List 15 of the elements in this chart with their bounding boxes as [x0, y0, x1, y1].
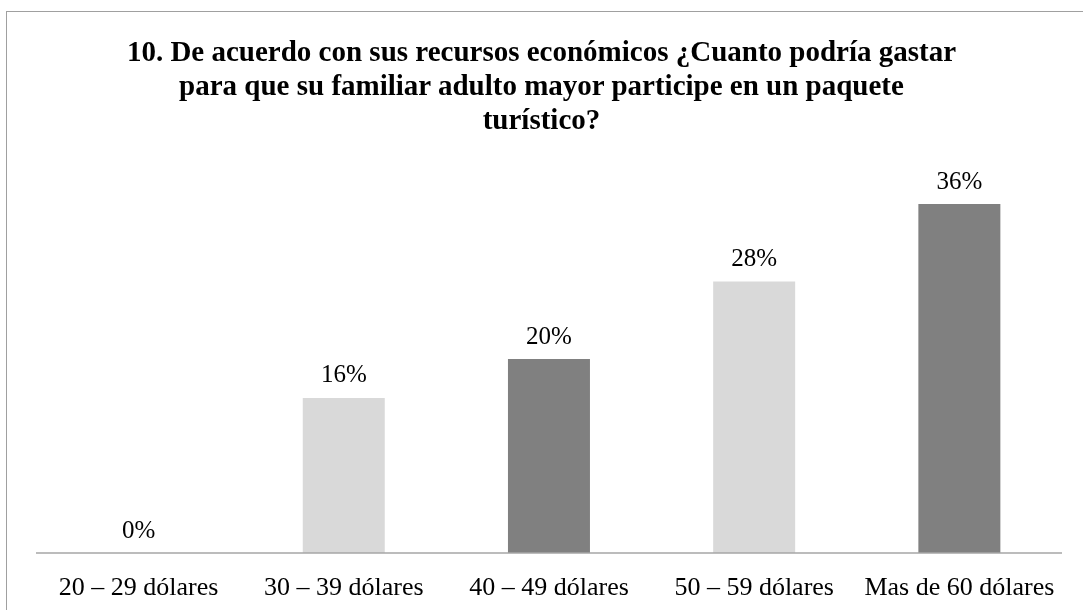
data-label: 16%	[320, 360, 367, 388]
bar	[713, 281, 796, 553]
data-label: 28%	[731, 244, 778, 272]
x-tick-label: 40 – 49 dólares	[469, 571, 629, 601]
chart-title: 10. De acuerdo con sus recursos económicos ¿Cuanto podría gastar para que su familiar adulto mayor participe en un paquete turístico?	[125, 34, 958, 136]
bar	[918, 204, 1001, 553]
x-tick-label: 50 – 59 dólares	[674, 571, 834, 601]
x-tick-label: 20 – 29 dólares	[58, 571, 219, 601]
x-tick-label: Mas de 60 dólares	[864, 571, 1055, 601]
bar	[302, 397, 385, 553]
data-label: 36%	[936, 166, 983, 194]
data-label: 0%	[121, 515, 156, 543]
bar	[507, 359, 590, 553]
data-label: 20%	[526, 321, 572, 349]
x-tick-label: 30 – 39 dólares	[264, 571, 424, 601]
